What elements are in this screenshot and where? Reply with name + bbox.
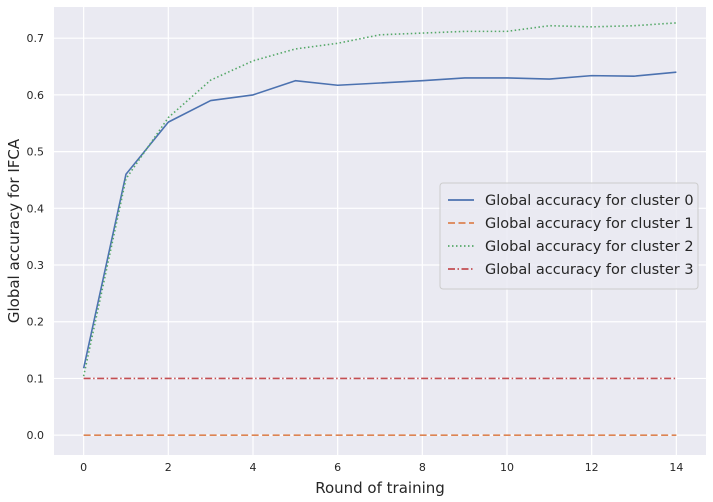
y-tick-labels: 0.0 0.1 0.2 0.3 0.4 0.5 0.6 0.7 (27, 32, 45, 442)
y-tick-label: 0.7 (27, 32, 45, 45)
y-tick-label: 0.3 (27, 259, 45, 272)
x-axis-label: Round of training (315, 479, 445, 497)
x-tick-labels: 0 2 4 6 8 10 12 14 (80, 461, 683, 474)
y-tick-label: 0.0 (27, 429, 45, 442)
x-tick-label: 10 (500, 461, 514, 474)
x-tick-label: 4 (249, 461, 256, 474)
series-lines (82, 22, 677, 436)
x-tick-label: 0 (80, 461, 87, 474)
y-tick-label: 0.6 (27, 89, 45, 102)
y-axis-label: Global accuracy for IFCA (5, 138, 23, 323)
series-line-cluster-2 (82, 22, 677, 377)
x-tick-label: 6 (334, 461, 341, 474)
legend-label-cluster-1: Global accuracy for cluster 1 (485, 216, 694, 232)
legend: Global accuracy for cluster 0 Global accu… (439, 182, 699, 290)
x-tick-label: 14 (669, 461, 683, 474)
y-tick-label: 0.5 (27, 146, 45, 159)
legend-box (439, 182, 699, 290)
y-tick-label: 0.1 (27, 372, 45, 385)
legend-label-cluster-2: Global accuracy for cluster 2 (485, 239, 694, 255)
x-tick-label: 2 (165, 461, 172, 474)
y-tick-label: 0.2 (27, 316, 45, 329)
series-line-cluster-0 (82, 71, 677, 369)
legend-label-cluster-0: Global accuracy for cluster 0 (485, 193, 694, 209)
x-tick-label: 12 (585, 461, 599, 474)
x-tick-label: 8 (419, 461, 426, 474)
y-tick-label: 0.4 (27, 202, 45, 215)
legend-label-cluster-3: Global accuracy for cluster 3 (485, 262, 694, 278)
